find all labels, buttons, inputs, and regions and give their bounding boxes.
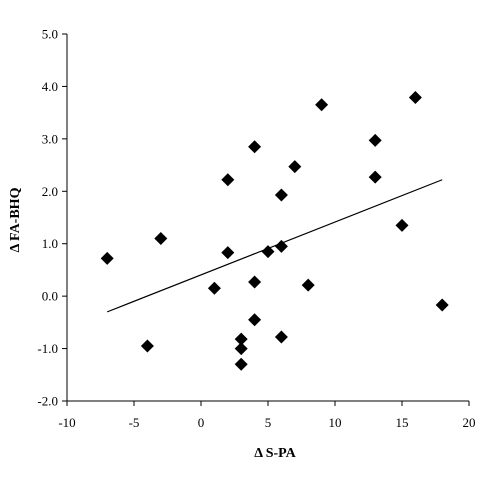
x-tick-label: -10 [58,415,75,430]
y-tick-label: -2.0 [37,394,58,409]
data-point [301,278,315,292]
trendline [106,179,443,313]
y-axis: -2.0 -1.0 0.0 1.0 2.0 3.0 4.0 5.0 [37,27,68,409]
data-point [207,281,221,295]
data-point [248,275,262,289]
data-point [140,339,154,353]
x-tick-label: 10 [329,415,342,430]
x-tick-label: -5 [129,415,140,430]
data-point [154,231,168,245]
data-point [234,332,248,346]
y-tick-label: 3.0 [42,131,58,146]
data-point [221,246,235,260]
y-tick-label: 2.0 [42,184,58,199]
y-tick-label: 1.0 [42,236,58,251]
data-point [288,160,302,174]
data-point [274,330,288,344]
data-point [435,298,449,312]
data-point [261,245,275,259]
y-tick-label: 0.0 [42,289,58,304]
data-point [274,188,288,202]
x-axis: -10 -5 0 5 10 15 20 [58,400,476,430]
x-tick-label: 20 [463,415,476,430]
data-point [100,251,114,265]
data-point [395,218,409,232]
data-point [234,357,248,371]
y-tick-label: 4.0 [42,79,58,94]
x-axis-title: Δ S-PA [254,446,296,461]
data-point [408,90,422,104]
x-tick-label: 0 [198,415,205,430]
data-point [274,239,288,253]
data-point [248,140,262,154]
x-tick-label: 5 [265,415,272,430]
x-tick-label: 15 [396,415,409,430]
y-tick-label: -1.0 [37,341,58,356]
data-point [368,133,382,147]
data-point [368,170,382,184]
y-tick-label: 5.0 [42,27,58,42]
data-point [234,342,248,356]
data-point [221,173,235,187]
data-point [315,98,329,112]
y-axis-title: Δ FA-BHQ [8,187,23,252]
data-point [248,313,262,327]
